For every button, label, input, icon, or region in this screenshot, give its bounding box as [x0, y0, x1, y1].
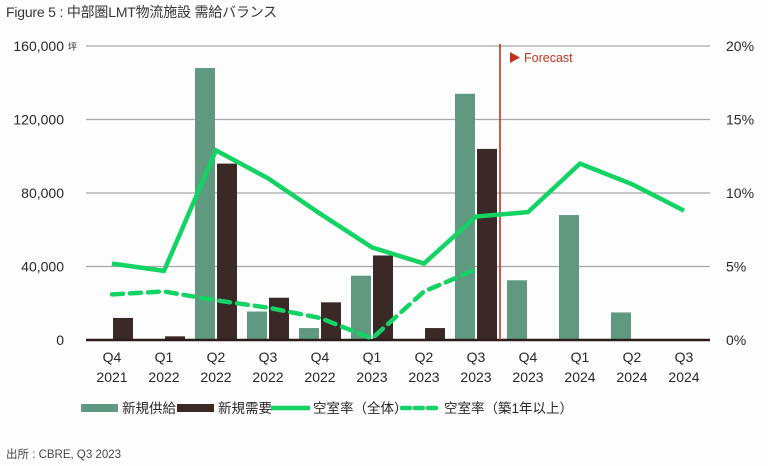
bar-new-supply [247, 311, 267, 340]
y-axis-tick-label: 120,000 [13, 112, 64, 128]
x-axis-tick-label: Q1 [155, 349, 174, 365]
x-axis-tick-label: 2022 [200, 369, 231, 385]
x-axis-tick-label: 2024 [616, 369, 647, 385]
x-axis-tick-label: Q2 [623, 349, 642, 365]
legend-swatch-demand [177, 404, 214, 412]
bar-new-supply [351, 275, 371, 340]
bar-new-supply [611, 312, 631, 340]
x-axis-tick-label: 2023 [356, 369, 387, 385]
line-vacancy-1yr-plus [109, 267, 479, 342]
bar-new-supply [455, 93, 475, 341]
y2-axis-tick-label: 15% [726, 112, 754, 128]
bar-new-demand [113, 317, 133, 340]
y2-axis-tick-label: 0% [726, 332, 746, 348]
legend-swatch-supply [81, 404, 118, 412]
y-axis-tick-label: 0 [56, 332, 64, 348]
y2-axis-tick-label: 10% [726, 185, 754, 201]
x-axis-tick-label: Q4 [519, 349, 538, 365]
legend-label-supply: 新規供給 [122, 401, 176, 416]
x-axis-tick-label: 2023 [512, 369, 543, 385]
x-axis-tick-label: 2021 [96, 369, 127, 385]
bar-new-demand [477, 148, 497, 340]
x-axis-tick-label: Q3 [259, 349, 278, 365]
x-axis-tick-label: 2022 [252, 369, 283, 385]
forecast-label: Forecast [524, 51, 573, 65]
bar-new-demand [217, 163, 237, 340]
forecast-arrow-icon [510, 52, 520, 63]
legend: 新規供給 新規需要 空室率（全体） 空室率（築1年以上） [81, 400, 573, 416]
bar-new-supply [195, 68, 215, 341]
bar-new-supply [299, 328, 319, 340]
line-vacancy-overall [111, 147, 686, 274]
x-axis-tick-label: 2022 [304, 369, 335, 385]
y-axis-tick-label: 40,000 [21, 259, 64, 275]
x-axis-tick-label: 2024 [564, 369, 595, 385]
x-axis-tick-label: 2023 [408, 369, 439, 385]
bar-new-demand [373, 255, 393, 340]
x-axis-tick-label: 2023 [460, 369, 491, 385]
bar-new-demand [425, 328, 445, 340]
y-axis-tick-label: 80,000 [21, 185, 64, 201]
legend-label-vacancy-overall: 空室率（全体） [313, 400, 408, 416]
bar-new-supply [507, 280, 527, 340]
x-axis-tick-label: Q1 [571, 349, 590, 365]
demand-supply-chart: 0 40,000 80,000 120,000 160,000 坪 0% 5% 10% 15% 20… [13, 38, 754, 416]
legend-label-vacancy-1yr: 空室率（築1年以上） [444, 400, 573, 416]
y2-axis-tick-label: 5% [726, 259, 746, 275]
y-axis-tick-label: 160,000 [13, 38, 64, 54]
chart-title: Figure 5 : 中部圏LMT物流施設 需給バランス [6, 4, 278, 20]
legend-label-demand: 新規需要 [218, 401, 272, 416]
x-axis-tick-label: Q2 [415, 349, 434, 365]
x-axis-tick-label: Q4 [103, 349, 122, 365]
x-axis-tick-label: Q3 [467, 349, 486, 365]
x-axis-tick-label: Q2 [207, 349, 226, 365]
x-axis-tick-label: Q4 [311, 349, 330, 365]
bar-new-supply [559, 215, 579, 340]
x-axis-tick-label: 2024 [668, 369, 699, 385]
bar-new-demand [165, 336, 185, 340]
y-axis-unit-label: 坪 [68, 42, 77, 52]
y2-axis-tick-label: 20% [726, 38, 754, 54]
x-axis-tick-label: 2022 [148, 369, 179, 385]
x-axis-tick-label: Q3 [675, 349, 694, 365]
source-note: 出所 : CBRE, Q3 2023 [6, 449, 122, 461]
x-axis-tick-label: Q1 [363, 349, 382, 365]
bar-new-demand [269, 297, 289, 340]
